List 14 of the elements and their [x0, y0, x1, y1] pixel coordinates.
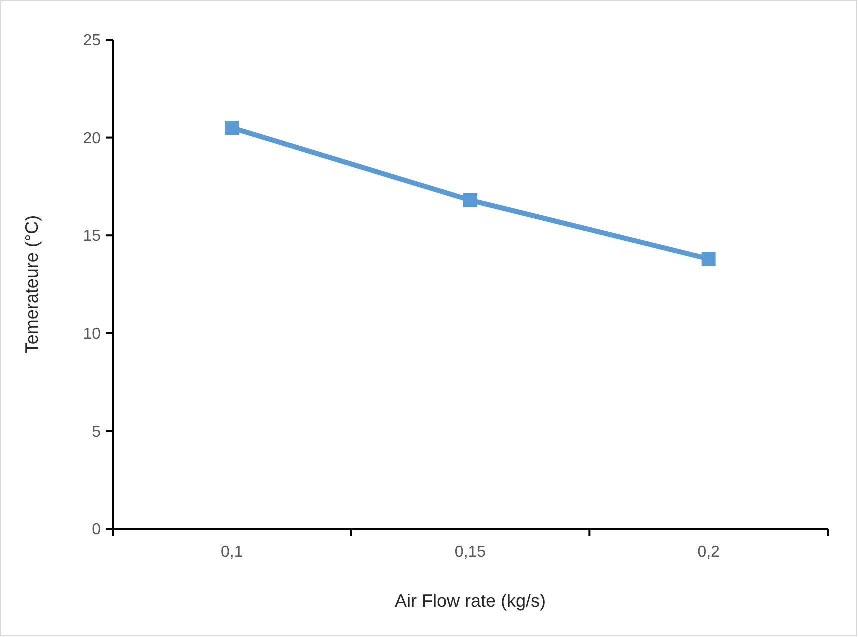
y-tick-label: 0	[92, 522, 102, 539]
y-tick-label: 25	[83, 32, 102, 50]
point	[225, 121, 240, 136]
y-tick-label: 5	[92, 424, 102, 441]
x-tick-label: 0,15	[454, 544, 486, 561]
y-tick-label: 10	[83, 326, 102, 343]
x-tick-label: 0,1	[221, 544, 244, 561]
y-tick-label: 15	[83, 228, 102, 246]
x-axis-title: Air Flow rate (kg/s)	[394, 591, 546, 611]
y-tick-label: 20	[83, 130, 102, 148]
x-tick-label: 0,2	[698, 544, 720, 561]
y-axis-title: Temerateure (°C)	[22, 215, 42, 354]
point	[702, 252, 716, 266]
point	[464, 193, 478, 208]
